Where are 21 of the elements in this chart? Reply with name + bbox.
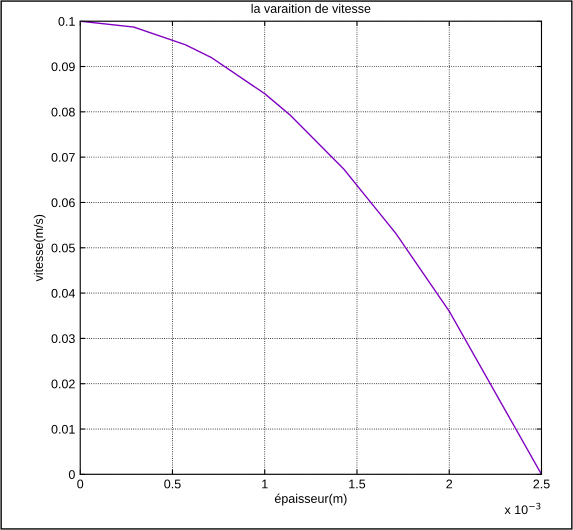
y-tick-label: 0.07 [52,152,75,162]
y-tick-label: 0.01 [52,424,75,434]
y-tick-label: 0.08 [52,108,75,116]
y-tick-label: 0 [68,470,75,479]
x-tick-label: 0 [77,480,84,488]
y-axis-title: vitesse(m/s) [34,214,46,282]
chart-title: la varaition de vitesse [252,4,370,13]
y-tick-label: 0.09 [52,62,75,72]
x-tick-label: 1 [262,480,268,488]
x-axis-title: épaisseur(m) [274,494,347,506]
y-tick-label: 0.1 [58,17,75,26]
y-tick-label: 0.02 [52,380,75,388]
y-tick-label: 0.05 [52,244,75,252]
y-tick-label: 0.03 [52,334,75,344]
x-tick-label: 2.5 [533,480,550,488]
y-tick-label: 0.06 [52,198,75,208]
x-tick-label: 1.5 [349,480,366,488]
x-tick-label: 0.5 [164,480,181,488]
text: x 10$^{−3}$ [504,502,540,514]
x-tick-label: 2 [446,480,452,488]
y-tick-label: 0.04 [52,288,75,298]
